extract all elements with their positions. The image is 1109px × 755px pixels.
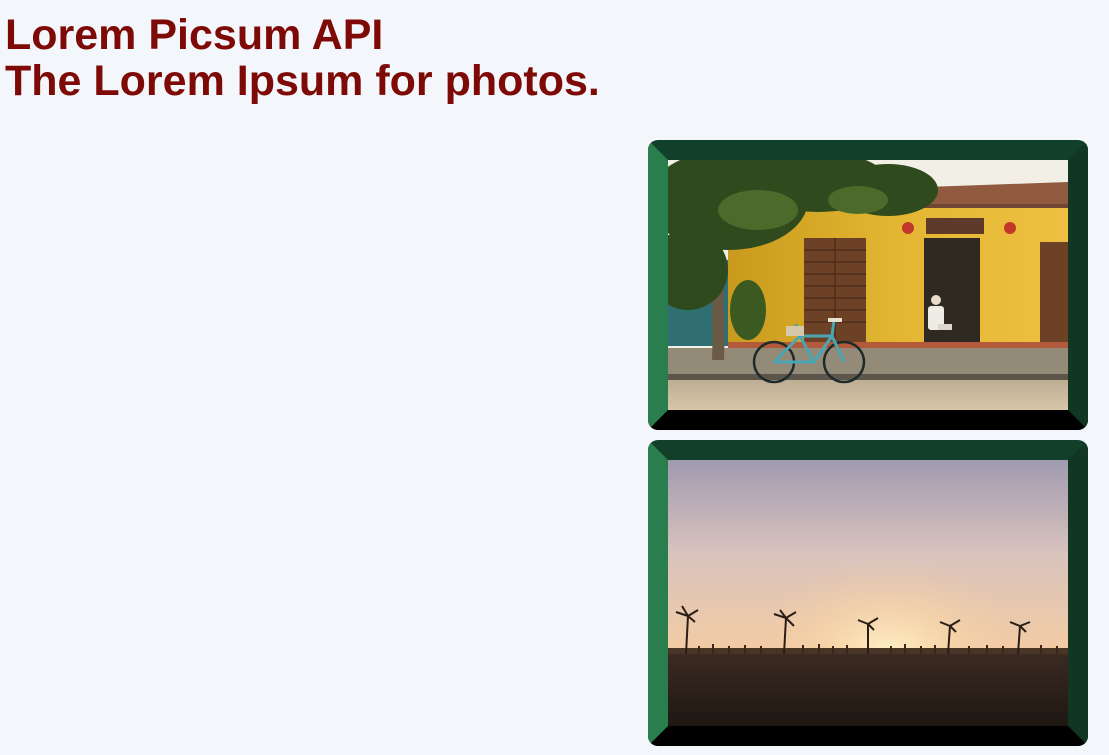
page-heading: Lorem Picsum API The Lorem Ipsum for pho…	[5, 12, 600, 104]
photo-card-sunset[interactable]	[648, 440, 1088, 746]
photo-card-house[interactable]	[648, 140, 1088, 430]
page-subtitle: The Lorem Ipsum for photos.	[5, 57, 600, 105]
yellow-house-photo	[668, 160, 1068, 410]
sunset-photo	[668, 460, 1068, 726]
page-title: Lorem Picsum API	[5, 11, 384, 59]
